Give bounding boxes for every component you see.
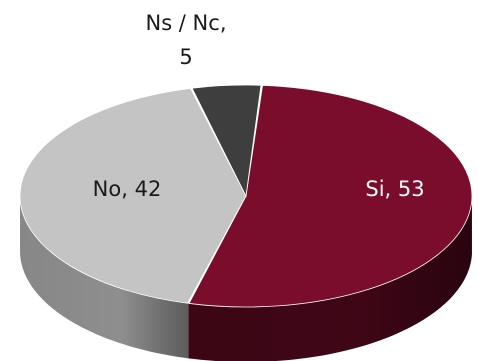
- data-label-si: Si, 53: [365, 177, 424, 201]
- pie-slice-no: [19, 87, 247, 304]
- pie-sides: [20, 197, 472, 361]
- data-label-line: Si, 53: [365, 177, 424, 201]
- pie-slice-ns-nc: [191, 84, 262, 198]
- pie-labels: Si, 53 No, 42 Ns / Nc, 5: [93, 11, 425, 201]
- data-label-line: 5: [179, 45, 192, 69]
- pie-side-shade: [20, 197, 189, 359]
- pie-side-shade: [188, 198, 472, 361]
- data-label-no: No, 42: [93, 177, 162, 201]
- pie-tops: [19, 84, 473, 308]
- data-label-ns-nc: Ns / Nc, 5: [145, 11, 226, 69]
- pie-slice-si: [188, 84, 473, 308]
- data-label-line: No, 42: [93, 177, 162, 201]
- data-label-line: Ns / Nc,: [145, 11, 226, 35]
